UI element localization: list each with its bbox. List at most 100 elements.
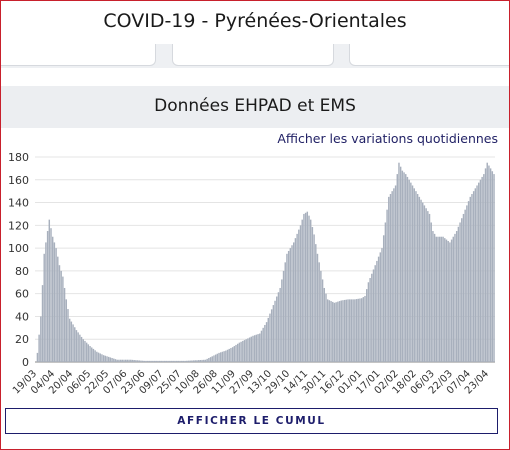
bar (399, 166, 402, 362)
bar (394, 185, 397, 362)
bar (102, 355, 105, 362)
bar (233, 346, 236, 362)
bar (123, 359, 125, 362)
bar (405, 174, 407, 362)
bar (455, 231, 458, 362)
bar (213, 355, 215, 362)
bar (418, 196, 421, 362)
bar (345, 299, 348, 362)
bar (187, 360, 190, 362)
bar (454, 233, 456, 362)
bar (75, 330, 78, 362)
bar (133, 360, 135, 362)
bar (445, 239, 448, 362)
bar (79, 334, 81, 362)
bar (343, 299, 346, 362)
show-cumulative-button[interactable]: AFFICHER LE CUMUL (5, 408, 498, 434)
bar (196, 360, 198, 362)
y-tick-label: 80 (15, 265, 29, 278)
summary-card-middle (172, 44, 334, 66)
bar (326, 299, 329, 362)
bar (450, 239, 453, 362)
y-tick-label: 160 (8, 174, 29, 187)
bar (393, 188, 395, 362)
bar (136, 360, 139, 362)
bar (91, 347, 93, 362)
bar (255, 334, 258, 362)
bar (138, 360, 140, 362)
bar (257, 334, 259, 362)
bar (423, 205, 426, 362)
bar (128, 359, 130, 362)
bar (386, 209, 388, 362)
bar (332, 301, 334, 362)
y-tick-label: 180 (8, 151, 29, 164)
bar (80, 336, 83, 362)
bar (461, 218, 463, 362)
bar (340, 300, 342, 362)
bar (218, 352, 220, 362)
bar (177, 360, 180, 362)
bar (242, 340, 244, 362)
bar (325, 293, 327, 362)
bar (53, 242, 56, 362)
bar (113, 358, 115, 362)
bar (287, 250, 290, 362)
bar (165, 360, 168, 362)
bar (150, 360, 152, 362)
bar (438, 236, 441, 362)
bar (186, 360, 188, 362)
bar (321, 279, 324, 362)
daily-variation-link[interactable]: Afficher les variations quotidiennes (277, 131, 498, 146)
bar (45, 242, 47, 362)
bar (284, 262, 286, 362)
bar (169, 360, 171, 362)
bar (46, 231, 49, 362)
bar (126, 359, 129, 362)
bar (388, 196, 390, 362)
bar (248, 337, 251, 362)
bar (359, 298, 361, 362)
bar (180, 360, 183, 362)
bar (382, 235, 385, 362)
bar (204, 359, 207, 362)
bar (301, 219, 303, 362)
bar (253, 335, 256, 362)
bar (425, 208, 427, 362)
bar (238, 342, 241, 362)
bar (355, 299, 358, 362)
bar (143, 360, 146, 362)
bar (294, 238, 297, 362)
bar (124, 359, 127, 362)
bar (55, 248, 57, 362)
bar (291, 245, 293, 362)
bar (337, 301, 339, 362)
bar (466, 205, 468, 362)
bar (194, 360, 196, 362)
bar (209, 357, 212, 362)
bar (164, 360, 166, 362)
bar (206, 358, 208, 362)
summary-card-right (349, 44, 510, 66)
bar (428, 213, 431, 362)
bar (40, 316, 42, 362)
bar (381, 248, 383, 362)
bar (403, 172, 405, 362)
bar (420, 199, 422, 362)
bar (377, 256, 380, 362)
bar (236, 343, 239, 362)
bar (109, 357, 112, 362)
bar (153, 360, 156, 362)
bar (259, 333, 261, 362)
bar (208, 358, 210, 362)
bar (62, 276, 64, 362)
bar (352, 299, 354, 362)
bar (472, 191, 475, 362)
bar (189, 360, 191, 362)
bar (87, 344, 90, 362)
bar (313, 234, 315, 362)
bar (389, 194, 392, 362)
bar (416, 194, 419, 362)
bar (309, 219, 312, 362)
bar (354, 299, 356, 362)
